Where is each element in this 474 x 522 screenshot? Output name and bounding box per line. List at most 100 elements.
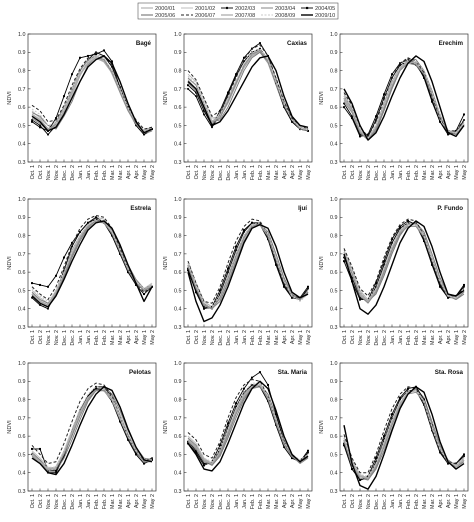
data-point-2002-03 [31, 118, 33, 121]
data-point-2004-05 [275, 413, 277, 416]
data-point-2002-03 [151, 457, 153, 460]
data-point-2004-05 [431, 100, 433, 103]
data-point-2002-03 [383, 263, 385, 266]
data-point-2004-05 [87, 221, 89, 224]
x-tick-label: Apr. 1 [438, 165, 444, 179]
panel-sta-rosa: 0.3 0.4 0.5 0.6 0.7 0.8 0.9 1.0 NDVI Oct. 1 Oct. 2… [319, 361, 469, 510]
x-tick-label: Dec. 1 [218, 330, 224, 346]
x-tick-label: May 2 [462, 330, 468, 345]
data-point-2002-03 [47, 133, 49, 136]
series-line-2009-10 [31, 220, 153, 308]
x-tick-label: Nov. 1 [46, 330, 52, 345]
x-tick-label: Apr. 2 [290, 330, 296, 344]
y-tick-label: 0.8 [174, 68, 182, 74]
data-point-2004-05 [203, 464, 205, 467]
x-tick-label: May 1 [454, 330, 460, 345]
y-tick-label: 0.8 [330, 397, 338, 403]
x-tick-label: Apr. 1 [282, 165, 288, 179]
y-tick-label: 0.6 [330, 434, 338, 440]
data-point-2004-05 [235, 73, 237, 76]
data-point-2004-05 [219, 289, 221, 292]
y-tick-label: 0.5 [18, 288, 26, 294]
data-point-2004-05 [423, 76, 425, 79]
x-tick-label: Jan. 2 [398, 165, 404, 180]
series-line-2007-08 [31, 55, 153, 134]
x-tick-label: Jan. 1 [234, 494, 240, 509]
data-point-2004-05 [39, 126, 41, 129]
y-tick-label: 0.6 [18, 434, 26, 440]
data-point-2004-05 [31, 120, 33, 123]
x-tick-label: Feb. 2 [414, 165, 420, 180]
x-tick-label: Dec. 1 [374, 165, 380, 181]
x-tick-label: Apr. 1 [126, 165, 132, 179]
plot-frame [339, 362, 469, 492]
y-tick-label: 1.0 [174, 32, 182, 38]
x-tick-label: Nov. 2 [54, 330, 60, 345]
series-line-2009-10 [187, 223, 309, 323]
data-point-2004-05 [307, 449, 309, 452]
x-tick-label: Nov. 1 [202, 165, 208, 180]
x-tick-label: Nov. 1 [202, 330, 208, 345]
data-point-2004-05 [63, 95, 65, 98]
panel-title: Ijuí [298, 205, 307, 212]
y-tick-label: 1.0 [18, 197, 26, 203]
legend-entry-2002-03: 2002/03 [221, 6, 255, 12]
y-tick-label: 0.9 [174, 215, 182, 221]
x-tick-label: Apr. 1 [126, 330, 132, 344]
data-point-2004-05 [55, 274, 57, 277]
series-line-2006-07 [31, 51, 153, 130]
x-tick-label: Mar. 1 [266, 330, 272, 345]
x-tick-label: Nov. 2 [210, 494, 216, 509]
y-tick-label: 0.4 [174, 471, 182, 477]
data-point-2004-05 [227, 422, 229, 425]
x-tick-label: Nov. 1 [358, 165, 364, 180]
x-tick-label: Feb. 1 [406, 494, 412, 509]
data-point-2004-05 [375, 457, 377, 460]
x-tick-label: Dec. 2 [382, 165, 388, 181]
y-axis-label: NDVI [163, 256, 169, 270]
data-point-2004-05 [407, 219, 409, 222]
data-point-2004-05 [71, 73, 73, 76]
y-axis-label: NDVI [163, 91, 169, 105]
x-tick-label: Feb. 2 [258, 494, 264, 509]
y-tick-label: 0.8 [18, 233, 26, 239]
x-tick-label: Mar. 1 [266, 165, 272, 180]
x-tick-label: Feb. 1 [94, 330, 100, 345]
panel-title: Bagé [136, 40, 152, 47]
x-tick-label: Oct. 2 [350, 330, 356, 344]
plot-frame [339, 33, 469, 163]
data-point-2004-05 [243, 229, 245, 232]
x-tick-label: Mar. 2 [274, 330, 280, 345]
x-tick-label: Jan. 1 [78, 330, 84, 345]
series-line-2001-02 [31, 386, 152, 470]
data-point-2004-05 [203, 109, 205, 112]
x-tick-label: Jan. 2 [242, 494, 248, 509]
data-point-2004-05 [243, 56, 245, 59]
data-point-2002-03 [195, 95, 197, 98]
series-line-2006-07 [343, 57, 465, 137]
y-tick-label: 1.0 [18, 32, 26, 38]
panel-bag: 0.3 0.4 0.5 0.6 0.7 0.8 0.9 1.0 NDVI Oct. 1 Oct. 2… [7, 32, 157, 181]
x-tick-label: May 2 [306, 165, 312, 180]
y-tick-label: 0.4 [330, 471, 338, 477]
x-tick-label: Dec. 1 [62, 494, 68, 510]
x-tick-label: May 2 [462, 165, 468, 180]
x-tick-label: Jan. 2 [398, 494, 404, 509]
data-point-2004-05 [95, 387, 97, 390]
data-point-2004-05 [227, 267, 229, 270]
x-tick-label: May 2 [306, 330, 312, 345]
y-tick-label: 0.6 [18, 105, 26, 111]
data-point-2004-05 [127, 271, 129, 274]
x-tick-label: Nov. 2 [366, 165, 372, 180]
legend-label: 2007/08 [235, 13, 255, 19]
x-tick-label: May 1 [298, 494, 304, 509]
series-line-2001-02 [31, 216, 153, 304]
series-line-2001-02 [31, 53, 153, 136]
data-point-2004-05 [439, 285, 441, 288]
x-tick-label: Oct. 1 [342, 330, 348, 344]
y-tick-label: 0.3 [330, 489, 338, 495]
x-tick-label: Nov. 1 [358, 330, 364, 345]
panel-title: P. Fundo [437, 205, 463, 212]
data-point-2004-05 [227, 91, 229, 94]
legend-entry-2006-07: 2006/07 [181, 13, 215, 19]
